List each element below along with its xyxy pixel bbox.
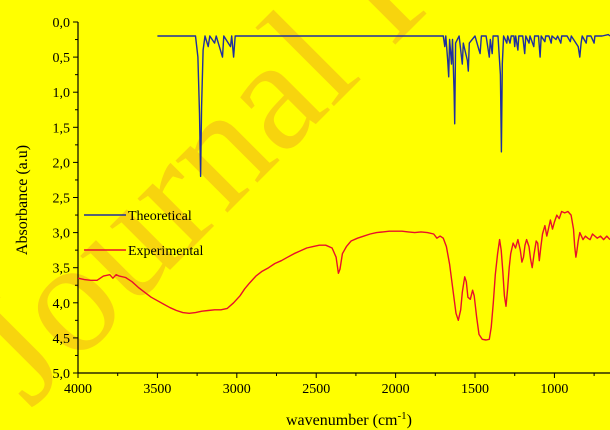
y-tick-label: 5,0	[53, 367, 71, 382]
legend-label-experimental: Experimental	[128, 244, 204, 259]
legend-label-theoretical: Theoretical	[128, 209, 192, 224]
x-axis-title-suffix: )	[407, 412, 412, 429]
y-tick-label: 2,5	[53, 192, 71, 207]
x-tick-label: 3500	[143, 382, 171, 397]
y-tick-label: 3,5	[53, 262, 71, 277]
y-tick-label: 0,0	[53, 16, 71, 31]
series-line-experimental	[77, 210, 610, 341]
y-tick-label: 4,5	[53, 332, 71, 347]
y-tick-label: 4,0	[53, 297, 71, 312]
y-tick-label: 2,0	[53, 156, 71, 171]
x-tick-label: 1000	[540, 382, 568, 397]
x-axis-title-sup: -1	[398, 410, 407, 422]
y-axis-title: Absorbance (a.u)	[14, 145, 31, 255]
x-tick-label: 3000	[223, 382, 251, 397]
x-tick-label: 1500	[461, 382, 489, 397]
y-tick-label: 1,0	[53, 86, 71, 101]
x-tick-label: 4000	[64, 382, 92, 397]
y-tick-label: 3,0	[53, 227, 71, 242]
legend: Theoretical Experimental	[84, 209, 204, 259]
series-line-theoretical	[157, 33, 610, 178]
x-tick-label: 2000	[382, 382, 410, 397]
y-tick-label: 0,5	[53, 51, 71, 66]
x-axis-title-main: wavenumber (cm	[286, 412, 398, 429]
y-tick-label: 1,5	[53, 121, 71, 136]
x-axis-title: wavenumber (cm-1)	[286, 410, 412, 429]
x-tick-label: 2500	[302, 382, 330, 397]
series-layer	[77, 33, 610, 341]
